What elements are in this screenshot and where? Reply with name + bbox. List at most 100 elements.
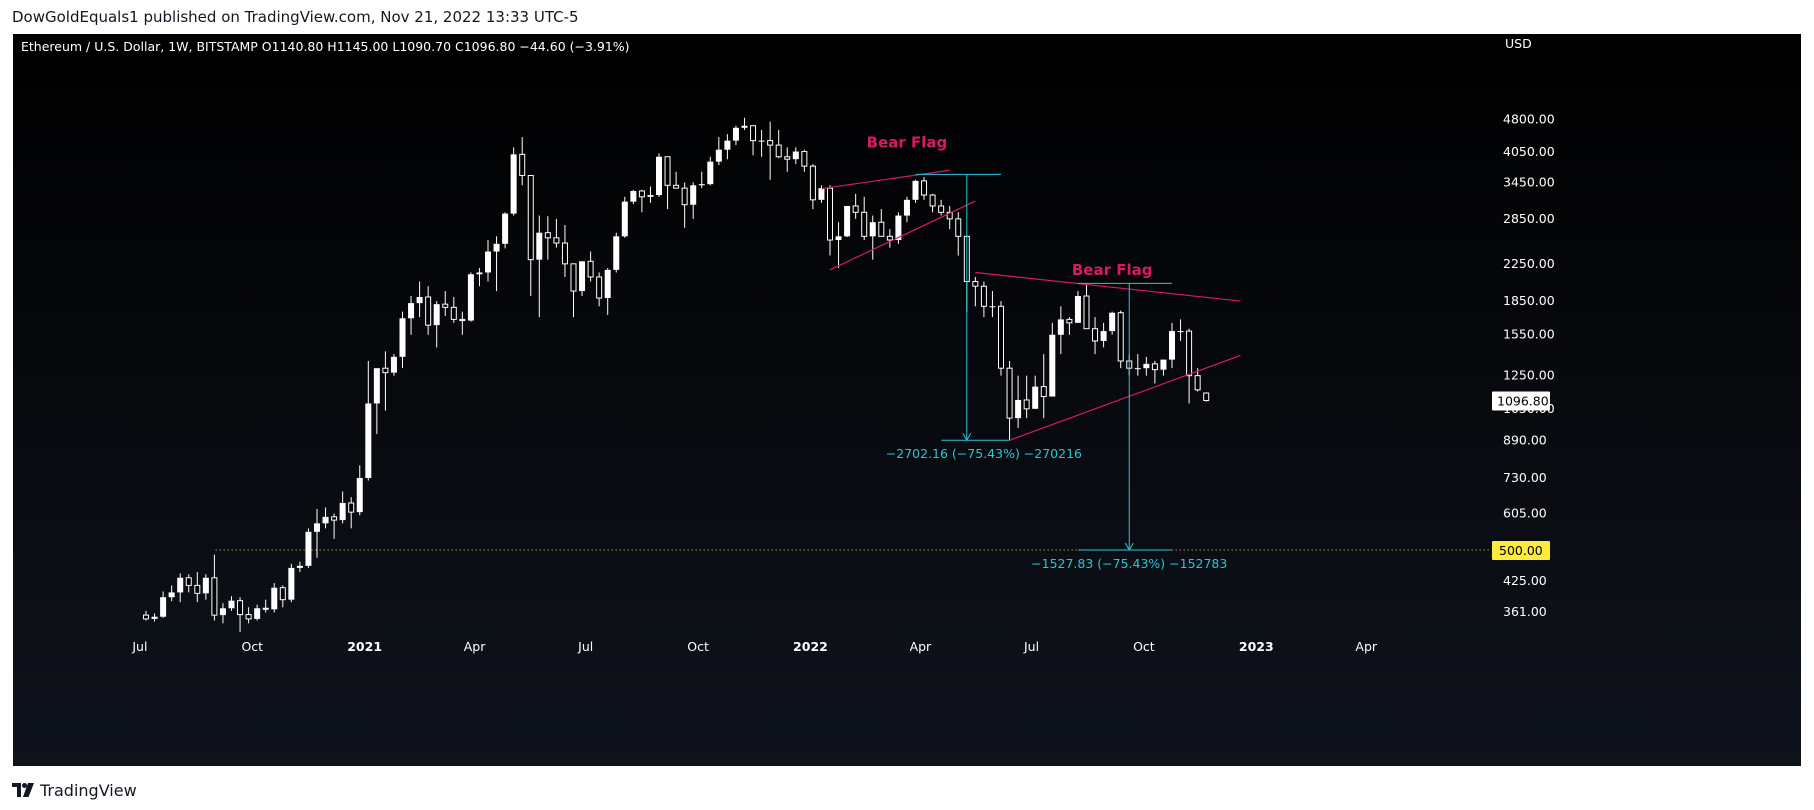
y-tick-label: 425.00 — [1503, 573, 1547, 588]
candle-body-down — [442, 303, 449, 308]
candle-body-down — [382, 367, 389, 374]
candle — [1100, 322, 1107, 348]
candle — [604, 268, 611, 315]
candle — [596, 272, 603, 307]
candle — [1092, 317, 1099, 355]
candle — [1057, 306, 1064, 355]
candle-body-down — [1203, 392, 1210, 402]
candle-body-down — [1066, 318, 1073, 324]
x-tick-label: Jul — [131, 639, 147, 654]
candle — [767, 121, 774, 180]
candle-body-up — [741, 125, 748, 128]
candle — [459, 311, 466, 335]
candle-body-up — [732, 127, 739, 141]
candle-body-up — [493, 243, 500, 252]
x-tick-label: Apr — [1355, 639, 1377, 654]
candle — [1109, 311, 1116, 335]
candle — [886, 229, 893, 248]
y-tick-label: 1250.00 — [1503, 368, 1555, 383]
x-tick-label: 2021 — [347, 639, 382, 654]
candle-body-down — [331, 516, 338, 521]
candle — [1049, 322, 1056, 397]
candle-body-up — [254, 608, 261, 619]
measure-arrow-head — [962, 433, 972, 442]
x-tick-label: Jul — [1023, 639, 1039, 654]
currency-label: USD — [1505, 36, 1532, 51]
candle-body-down — [664, 156, 671, 186]
candle-body-up — [305, 531, 312, 566]
candle — [1186, 328, 1193, 404]
candle-body-down — [1006, 367, 1013, 419]
candle-body-down — [929, 194, 936, 207]
candle — [673, 171, 680, 189]
candle-body-up — [476, 272, 483, 275]
candle-body-up — [510, 154, 517, 214]
candle — [1169, 322, 1175, 369]
candle-body-down — [194, 584, 201, 594]
candle — [809, 164, 816, 210]
candle-body-down — [211, 577, 218, 616]
candle — [732, 125, 739, 146]
candle — [262, 599, 269, 613]
candle-body-up — [356, 477, 363, 513]
candle — [1177, 319, 1184, 341]
candle-body-up — [869, 222, 876, 237]
candle — [758, 129, 765, 157]
candle-body-up — [1134, 368, 1141, 370]
candle-body-up — [604, 269, 611, 299]
candle-body-up — [160, 597, 167, 617]
candle — [442, 291, 449, 317]
y-tick-label: 361.00 — [1503, 604, 1547, 619]
candle-body-down — [852, 205, 859, 213]
candle-body-up — [1049, 334, 1056, 397]
candle-body-up — [1169, 331, 1175, 360]
candle — [527, 174, 534, 296]
candle-body-down — [544, 232, 551, 239]
bear-flag-label: Bear Flag — [1072, 261, 1153, 279]
candle — [373, 368, 380, 434]
candlestick-chart[interactable]: Ethereum / U.S. Dollar, 1W, BITSTAMP O11… — [13, 34, 1801, 766]
candle — [1134, 354, 1141, 376]
candle-body-up — [989, 306, 996, 308]
candle — [792, 147, 799, 165]
bear-flag-label: Bear Flag — [867, 133, 948, 151]
candle — [878, 209, 885, 237]
candle — [955, 212, 962, 256]
candle — [536, 215, 543, 318]
candle — [493, 236, 500, 292]
y-tick-label: 4800.00 — [1503, 112, 1555, 127]
candle — [416, 281, 423, 318]
candle — [271, 583, 278, 613]
candle-body-down — [638, 190, 645, 198]
candle — [1066, 317, 1073, 335]
candle — [1160, 359, 1167, 376]
x-tick-label: Jul — [577, 639, 593, 654]
candle — [519, 137, 526, 186]
candle-body-down — [245, 614, 252, 620]
candle — [656, 153, 662, 197]
candle-body-down — [1083, 295, 1090, 330]
candle-body-down — [980, 285, 987, 307]
candle-body-down — [1194, 375, 1201, 391]
candle — [1117, 310, 1124, 369]
candle-body-up — [373, 368, 380, 404]
candle — [1040, 354, 1047, 419]
candle — [339, 491, 346, 524]
candle-body-down — [450, 306, 457, 320]
candle-body-down — [1151, 363, 1158, 371]
candle-body-up — [1100, 331, 1107, 341]
candle — [399, 311, 406, 369]
candle — [254, 604, 261, 621]
candle — [510, 147, 517, 216]
candle-body-up — [579, 261, 586, 292]
candle — [929, 193, 936, 213]
candle-body-down — [279, 587, 286, 601]
footer-brand[interactable]: TradingView — [12, 778, 137, 802]
candle-body-up — [536, 232, 543, 260]
candle — [288, 563, 295, 603]
brand-name: TradingView — [40, 780, 137, 800]
candle — [382, 351, 389, 411]
chart-panel[interactable]: Ethereum / U.S. Dollar, 1W, BITSTAMP O11… — [13, 34, 1801, 766]
candle — [168, 585, 175, 602]
candle — [1194, 368, 1201, 392]
